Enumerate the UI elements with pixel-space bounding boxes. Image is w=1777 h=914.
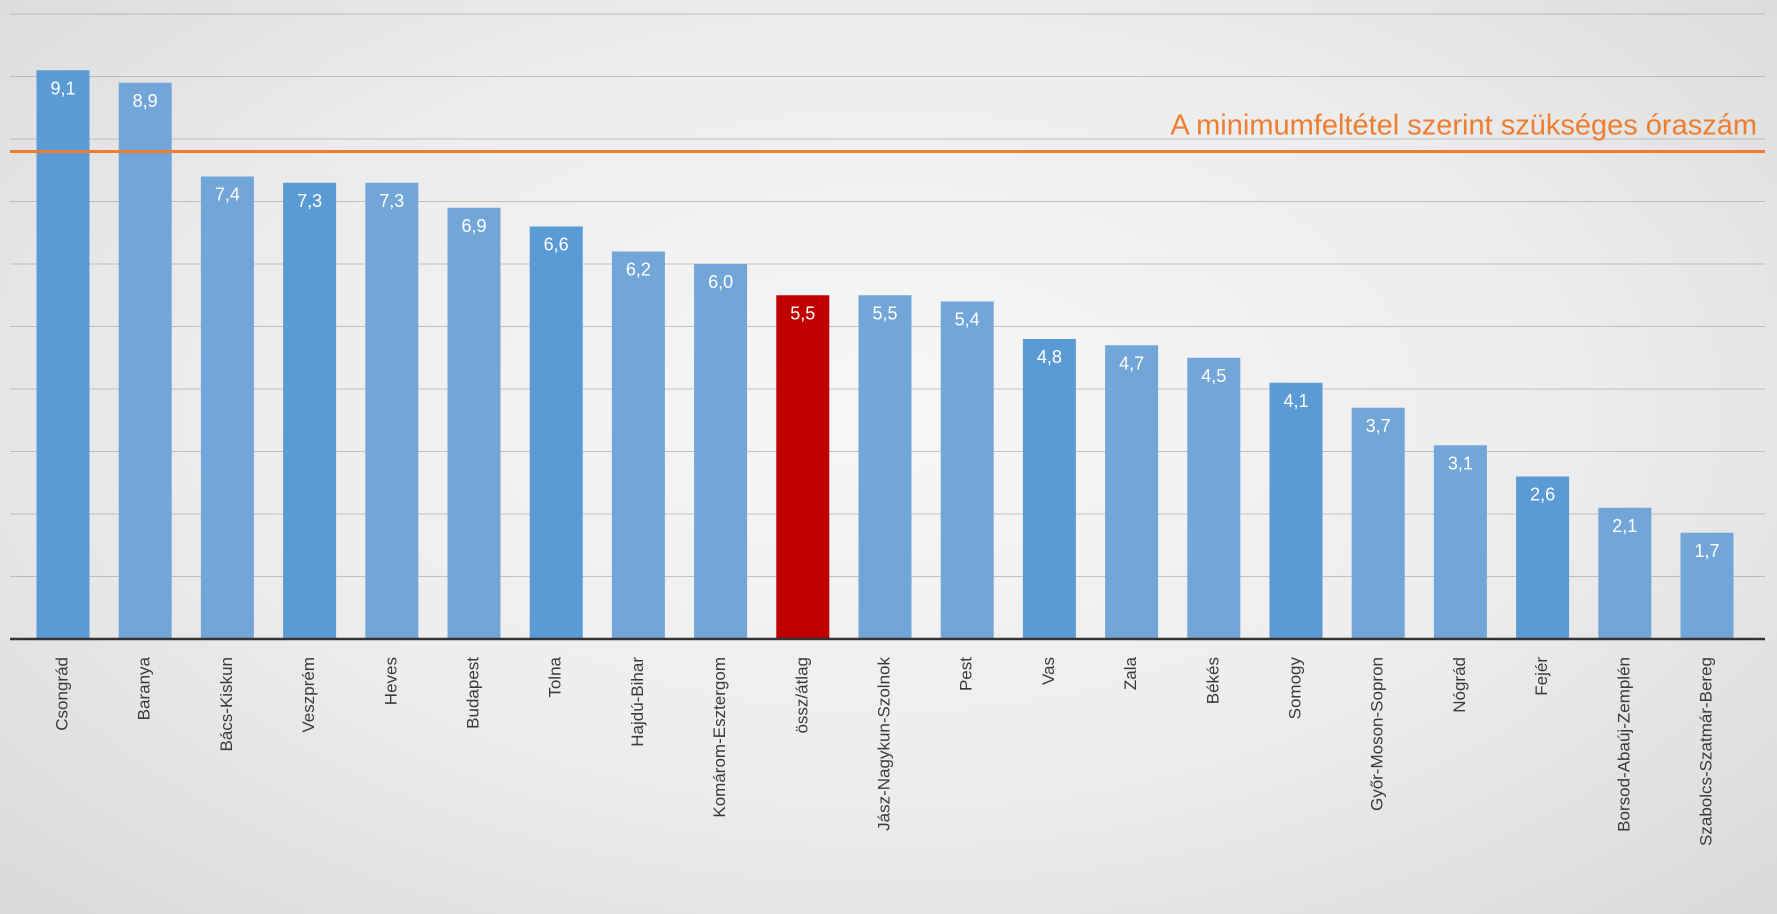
category-label: Fejér	[1532, 657, 1551, 696]
bar-value-label: 6,9	[461, 216, 486, 236]
bar-1	[118, 82, 172, 639]
category-label: Baranya	[135, 656, 154, 720]
bar-value-label: 7,4	[215, 185, 240, 205]
bar-5	[447, 207, 501, 639]
bar-value-label: 5,4	[955, 310, 980, 330]
bar-value-label: 1,7	[1694, 541, 1719, 561]
bar-15	[1269, 382, 1323, 639]
category-label: Tolna	[546, 656, 565, 697]
category-label: Komárom-Esztergom	[710, 657, 729, 818]
bar-19	[1598, 507, 1652, 639]
bar-11	[940, 301, 994, 639]
bar-18	[1516, 476, 1570, 639]
bar-8	[694, 264, 748, 639]
bar-value-label: 6,0	[708, 272, 733, 292]
bar-value-label: 6,2	[626, 260, 651, 280]
category-label: Csongrád	[52, 657, 71, 731]
category-label: Vas	[1039, 657, 1058, 685]
category-label: össz/átlag	[792, 657, 811, 734]
bar-10	[858, 295, 912, 639]
bar-value-label: 4,1	[1283, 391, 1308, 411]
bar-value-label: 3,7	[1366, 416, 1391, 436]
bar-value-label: 4,5	[1201, 366, 1226, 386]
bar-value-label: 4,8	[1037, 347, 1062, 367]
category-label: Budapest	[463, 657, 482, 729]
bar-12	[1022, 339, 1076, 639]
bar-value-label: 3,1	[1448, 453, 1473, 473]
bar-16	[1351, 407, 1405, 639]
category-label: Jász-Nagykun-Szolnok	[874, 657, 893, 831]
bar-value-label: 5,5	[790, 303, 815, 323]
bar-value-label: 6,6	[544, 235, 569, 255]
bar-value-label: 2,1	[1612, 516, 1637, 536]
category-label: Heves	[381, 657, 400, 705]
reference-line-label: A minimumfeltétel szerint szükséges óras…	[1170, 110, 1757, 142]
bar-4	[365, 182, 419, 639]
bar-0	[36, 70, 90, 639]
category-label: Veszprém	[299, 657, 318, 733]
category-label: Pest	[957, 657, 976, 691]
bar-7	[611, 251, 665, 639]
value-labels: 9,1 8,9 7,4 7,3 7,3 6,9 6,6 6,2 6,0 5,5 5,5 5,4 4,8 4…	[50, 78, 1719, 561]
bar-value-label: 8,9	[133, 91, 158, 111]
category-label: Hajdú-Bihar	[628, 657, 647, 747]
bar-value-label: 2,6	[1530, 485, 1555, 505]
category-label: Nógrád	[1450, 657, 1469, 713]
bar-13	[1105, 345, 1159, 639]
bar-17	[1433, 445, 1487, 639]
bars	[36, 70, 1734, 639]
category-label: Bács-Kiskun	[217, 657, 236, 751]
category-label: Békés	[1203, 657, 1222, 704]
category-label: Zala	[1121, 656, 1140, 690]
bar-9	[776, 295, 830, 639]
bar-6	[529, 226, 583, 639]
bar-14	[1187, 357, 1241, 639]
bar-value-label: 5,5	[872, 303, 897, 323]
bar-value-label: 9,1	[50, 78, 75, 98]
bar-2	[200, 176, 254, 639]
category-label: Szabolcs-Szatmár-Bereg	[1696, 657, 1715, 846]
category-label: Somogy	[1285, 657, 1304, 720]
bar-value-label: 4,7	[1119, 353, 1144, 373]
bar-20	[1680, 532, 1734, 639]
bar-value-label: 7,3	[379, 191, 404, 211]
bar-3	[283, 182, 337, 639]
category-label: Borsod-Abaúj-Zemplén	[1614, 657, 1633, 832]
bar-value-label: 7,3	[297, 191, 322, 211]
category-labels: Csongrád Baranya Bács-Kiskun Veszprém Heves B…	[52, 656, 1715, 846]
category-label: Győr-Moson-Sopron	[1368, 657, 1387, 811]
